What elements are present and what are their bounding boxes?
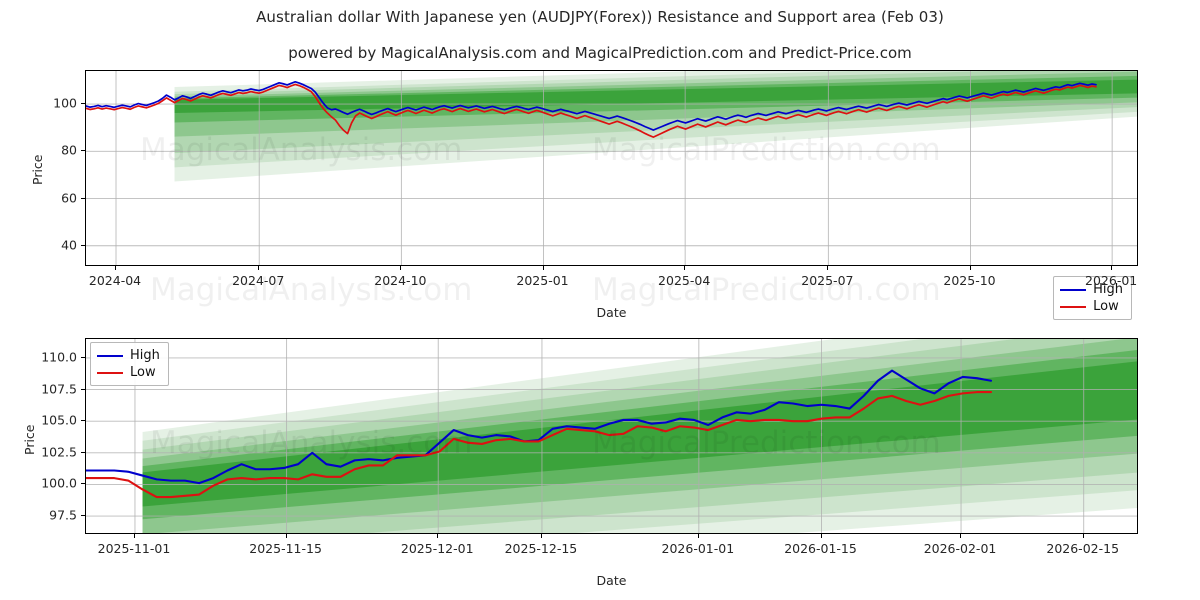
x-tick-mark (1082, 534, 1084, 538)
x-tick-mark (684, 266, 686, 270)
x-tick-label: 2025-04 (658, 273, 711, 288)
x-tick-label: 2025-10 (943, 273, 996, 288)
page-title: Australian dollar With Japanese yen (AUD… (256, 8, 944, 26)
legend-label-low: Low (130, 365, 156, 380)
x-tick-mark (969, 266, 971, 270)
y-tick-label: 100.0 (41, 475, 77, 491)
y-tick-mark (81, 451, 85, 453)
zoom-chart-panel: High Low (85, 338, 1138, 534)
y-tick-mark (81, 388, 85, 390)
x-tick-label: 2025-11-01 (97, 541, 171, 556)
x-tick-label: 2026-02-15 (1046, 541, 1120, 556)
x-tick-label: 2025-11-15 (249, 541, 322, 556)
x-tick-mark (820, 534, 822, 538)
x-tick-label: 2026-01-01 (661, 541, 735, 556)
y-tick-label: 102.5 (41, 444, 77, 460)
x-tick-mark (133, 534, 135, 538)
zoom-x-axis-label: Date (596, 573, 627, 588)
x-tick-label: 2026-02-01 (923, 541, 997, 556)
legend-swatch-low (97, 371, 123, 374)
x-tick-mark (285, 534, 287, 538)
zoom-legend: High Low (90, 342, 169, 386)
x-tick-mark (258, 266, 260, 270)
y-tick-mark (81, 103, 85, 105)
legend-label-high: High (130, 348, 160, 363)
x-tick-label: 2025-01 (516, 273, 569, 288)
legend-swatch-low (1060, 305, 1087, 308)
watermark: MagicalPrediction.com (592, 272, 941, 308)
page-subtitle: powered by MagicalAnalysis.com and Magic… (288, 44, 912, 62)
legend-entry-high: High (1060, 281, 1123, 298)
legend-entry-high: High (97, 347, 160, 364)
legend-label-low: Low (1093, 299, 1119, 314)
x-tick-label: 2024-07 (232, 273, 285, 288)
legend-entry-low: Low (1060, 298, 1123, 315)
y-tick-label: 105.0 (41, 412, 77, 428)
y-tick-mark (81, 515, 85, 517)
x-tick-label: 2026-01 (1085, 273, 1138, 288)
y-tick-mark (81, 150, 85, 152)
overview-x-axis-label: Date (596, 305, 627, 320)
overview-chart-panel: High Low (85, 70, 1138, 320)
x-tick-mark (115, 266, 116, 270)
y-tick-label: 97.5 (49, 507, 77, 523)
overview-plot-area (85, 70, 1138, 266)
zoom-plot-svg (86, 339, 1137, 533)
x-tick-mark (827, 266, 829, 270)
x-tick-mark (697, 534, 699, 538)
x-tick-label: 2025-12-15 (504, 541, 578, 556)
legend-swatch-high (1060, 288, 1087, 291)
y-tick-label: 40 (61, 237, 77, 253)
x-tick-mark (540, 534, 542, 538)
y-tick-label: 110.0 (41, 349, 77, 365)
x-tick-mark (542, 266, 544, 270)
zoom-plot-area (85, 338, 1138, 534)
legend-swatch-high (97, 354, 123, 357)
y-tick-mark (81, 483, 85, 485)
x-tick-mark (1111, 266, 1113, 270)
overview-y-axis-label: Price (30, 154, 45, 186)
x-tick-mark (400, 266, 402, 270)
y-tick-mark (81, 420, 85, 422)
x-tick-label: 2025-07 (801, 273, 854, 288)
y-tick-label: 107.5 (41, 381, 77, 397)
y-tick-label: 100 (53, 95, 77, 111)
x-tick-label: 2025-12-01 (400, 541, 474, 556)
x-tick-label: 2024-04 (88, 273, 142, 288)
y-tick-label: 80 (61, 142, 77, 158)
legend-entry-low: Low (97, 364, 160, 381)
overview-plot-svg (86, 71, 1137, 265)
legend-label-high: High (1093, 282, 1123, 297)
overview-legend: High Low (1053, 276, 1132, 320)
x-tick-label: 2026-01-15 (784, 541, 857, 556)
y-tick-mark (81, 197, 85, 199)
x-tick-mark (437, 534, 439, 538)
x-tick-mark (960, 534, 962, 538)
x-tick-label: 2024-10 (374, 273, 427, 288)
y-tick-label: 60 (61, 190, 77, 206)
y-tick-mark (81, 244, 85, 246)
y-tick-mark (81, 356, 85, 358)
